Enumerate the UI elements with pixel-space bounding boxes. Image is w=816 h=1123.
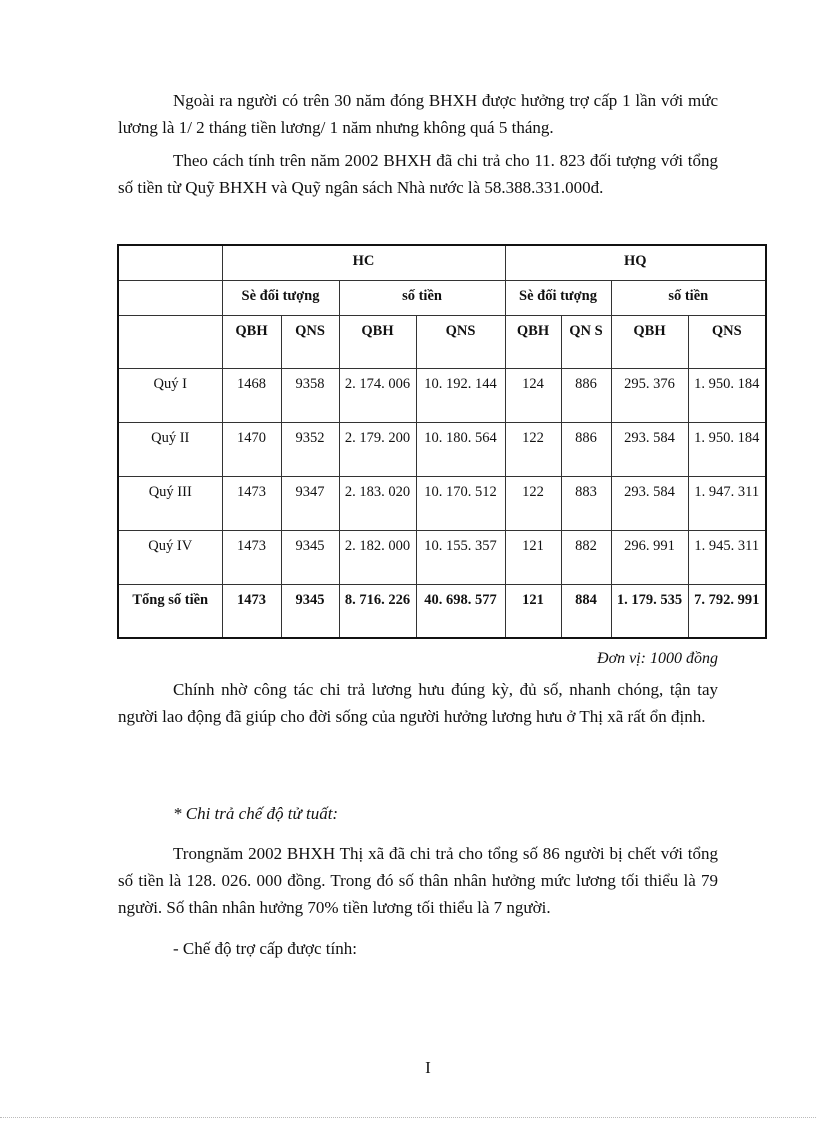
table-cell: 1473 — [221, 583, 282, 639]
table-cell: 2. 179. 200 — [338, 421, 417, 477]
subgroup-header: số tiền — [610, 279, 767, 316]
column-header: QBH — [221, 314, 282, 369]
row-label: Quý IV — [117, 529, 223, 585]
row-label: Tổng số tiền — [117, 583, 223, 639]
table-cell: 1. 950. 184 — [687, 421, 767, 477]
subgroup-header: Sè đối tượng — [221, 279, 340, 316]
table-cell: 882 — [560, 529, 612, 585]
column-header: QBH — [610, 314, 689, 369]
data-table: HC HQ Sè đối tượng số tiền Sè đối tượng s… — [117, 244, 767, 639]
table-cell: 1473 — [221, 529, 282, 585]
table-cell: 121 — [504, 529, 562, 585]
table-cell: 1. 179. 535 — [610, 583, 689, 639]
table-cell: 2. 182. 000 — [338, 529, 417, 585]
table-cell: 2. 183. 020 — [338, 475, 417, 531]
table-cell: 1. 950. 184 — [687, 367, 767, 423]
table-cell: 9345 — [280, 583, 340, 639]
page-number: I — [425, 1058, 431, 1077]
table-row: Quý I 1468 9358 2. 174. 006 10. 192. 144 124 8… — [117, 367, 767, 423]
table-cell: 1473 — [221, 475, 282, 531]
table-row: Quý IV 1473 9345 2. 182. 000 10. 155. 357 121… — [117, 529, 767, 585]
column-header: QBH — [338, 314, 417, 369]
table-cell: 121 — [504, 583, 562, 639]
row-label: Quý I — [117, 367, 223, 423]
group-header: HC — [221, 244, 506, 281]
table-cell: 884 — [560, 583, 612, 639]
table-cell: 2. 174. 006 — [338, 367, 417, 423]
table-row: Quý II 1470 9352 2. 179. 200 10. 180. 564 122… — [117, 421, 767, 477]
table-row: Quý III 1473 9347 2. 183. 020 10. 170. 512 12… — [117, 475, 767, 531]
row-label: Quý III — [117, 475, 223, 531]
table-cell: 886 — [560, 421, 612, 477]
table-cell: 293. 584 — [610, 475, 689, 531]
table-cell: 1468 — [221, 367, 282, 423]
table-cell: 9352 — [280, 421, 340, 477]
table-cell: 122 — [504, 421, 562, 477]
paragraph: - Chế độ trợ cấp được tính: — [173, 939, 357, 958]
table-cell: 1. 945. 311 — [687, 529, 767, 585]
table-cell: 295. 376 — [610, 367, 689, 423]
table-cell: 1. 947. 311 — [687, 475, 767, 531]
group-header: HQ — [504, 244, 767, 281]
table-cell: 124 — [504, 367, 562, 423]
column-header: QNS — [280, 314, 340, 369]
column-header: QBH — [504, 314, 562, 369]
paragraph: Ngoài ra người có trên 30 năm đóng BHXH … — [118, 91, 718, 137]
table-cell: 9345 — [280, 529, 340, 585]
row-label: Quý II — [117, 421, 223, 477]
paragraph: Trongnăm 2002 BHXH Thị xã đã chi trả cho… — [118, 844, 718, 917]
table-cell: 293. 584 — [610, 421, 689, 477]
table-row: Tổng số tiền 1473 9345 8. 716. 226 40. 698. … — [117, 583, 767, 639]
column-header: QNS — [415, 314, 506, 369]
page-divider — [0, 1117, 816, 1118]
unit-note: Đơn vị: 1000 đồng — [597, 650, 718, 667]
table-cell: 296. 991 — [610, 529, 689, 585]
column-header: QNS — [687, 314, 767, 369]
table-cell: 9347 — [280, 475, 340, 531]
subgroup-header: số tiền — [338, 279, 506, 316]
table-cell: 9358 — [280, 367, 340, 423]
paragraph: Theo cách tính trên năm 2002 BHXH đã chi… — [118, 151, 718, 197]
paragraph: Chính nhờ công tác chi trả lương hưu đún… — [118, 680, 718, 726]
table-cell: 10. 170. 512 — [415, 475, 506, 531]
table-cell: 40. 698. 577 — [415, 583, 506, 639]
subgroup-header: Sè đối tượng — [504, 279, 612, 316]
table-cell: 886 — [560, 367, 612, 423]
table-cell: 10. 192. 144 — [415, 367, 506, 423]
section-heading: * Chi trả chế độ tử tuất: — [173, 804, 339, 823]
table-cell: 10. 180. 564 — [415, 421, 506, 477]
table-cell: 883 — [560, 475, 612, 531]
table-cell: 8. 716. 226 — [338, 583, 417, 639]
table-cell: 7. 792. 991 — [687, 583, 767, 639]
table-cell: 1470 — [221, 421, 282, 477]
table-cell: 122 — [504, 475, 562, 531]
table-cell: 10. 155. 357 — [415, 529, 506, 585]
column-header: QN S — [560, 314, 612, 369]
